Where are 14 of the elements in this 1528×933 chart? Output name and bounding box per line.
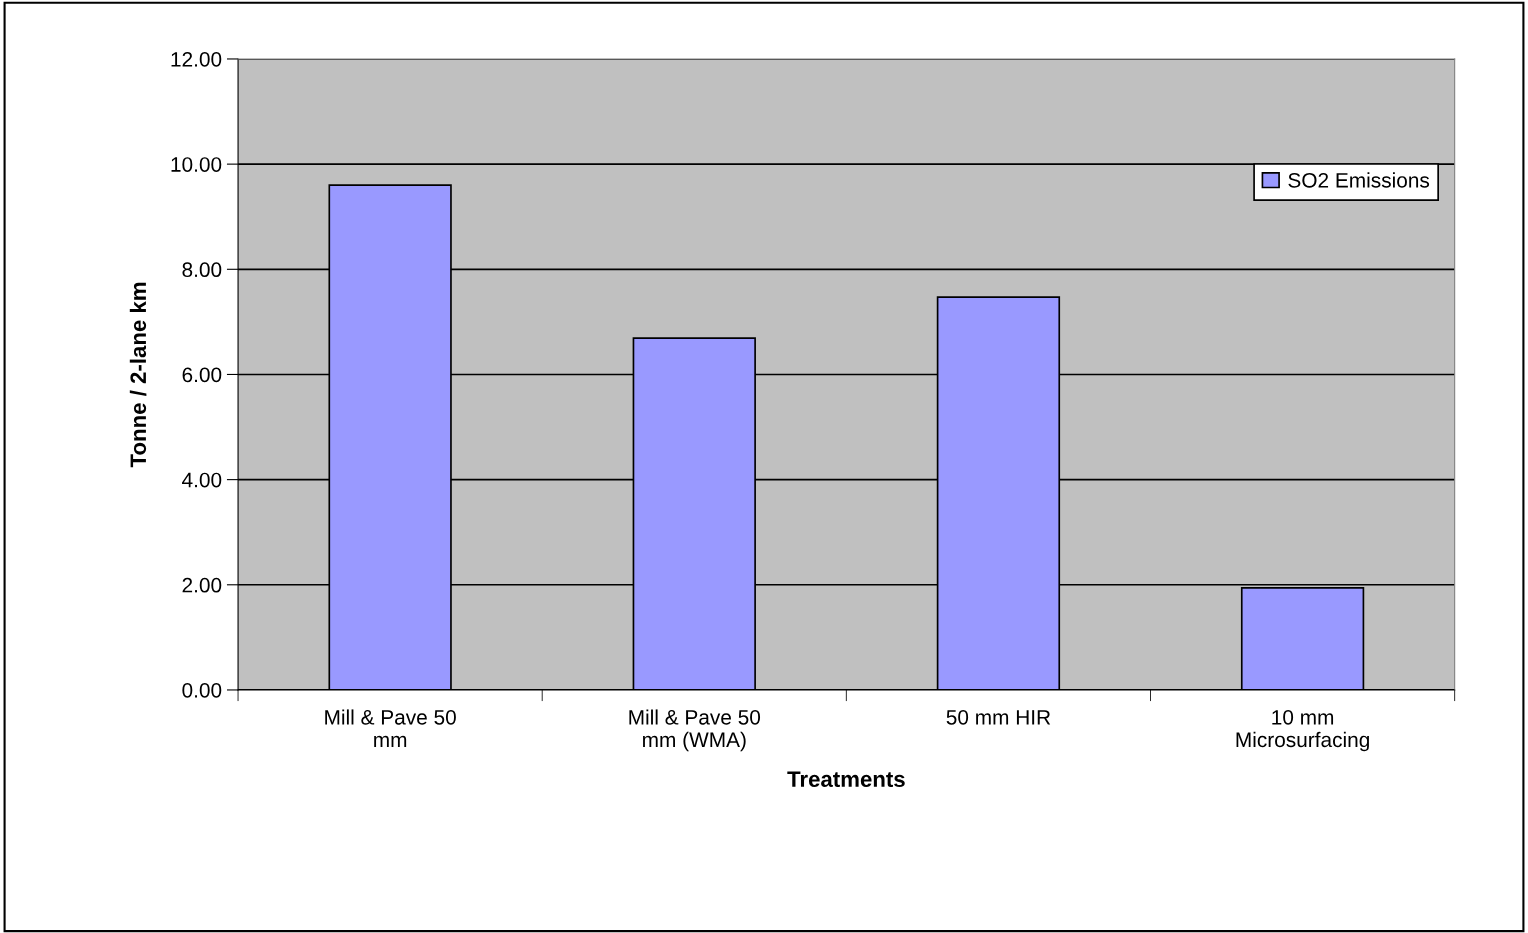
y-tick-label: 12.00: [171, 51, 222, 67]
y-tick-label: 4.00: [182, 472, 222, 488]
y-tick-label: 6.00: [182, 367, 222, 383]
y-tick-label: 0.00: [182, 682, 222, 698]
legend-label: SO2 Emissions: [1288, 172, 1430, 188]
y-tick-label: 8.00: [182, 262, 222, 278]
y-tick-label: 10.00: [171, 157, 222, 172]
x-tick-label: Mill & Pave 50 mm: [325, 709, 456, 747]
x-axis-title: Treatments: [787, 771, 905, 788]
y-tick-label: 2.00: [182, 577, 222, 593]
x-tick-label: 10 mm Microsurfacing: [1236, 709, 1369, 752]
x-tick-label: 50 mm HIR: [946, 709, 1051, 725]
x-tick-label: Mill & Pave 50 mm (WMA): [629, 709, 761, 752]
y-axis-title: Tonne / 2-lane km: [129, 282, 147, 468]
